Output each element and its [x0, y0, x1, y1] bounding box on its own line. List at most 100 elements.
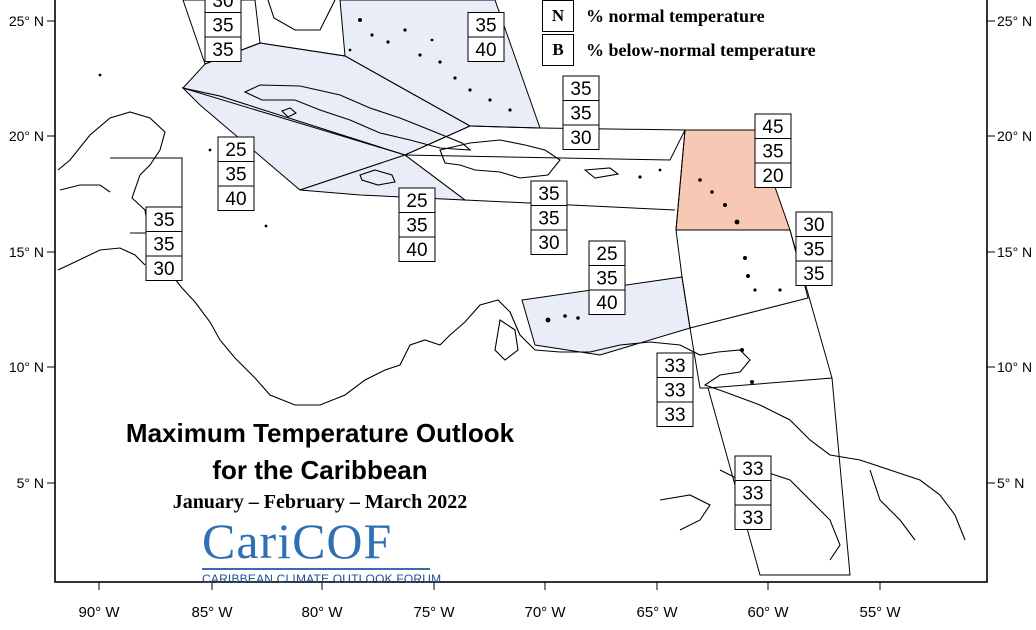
lon-label-70: 70° W [524, 604, 566, 621]
prob-cell [467, 12, 505, 38]
prob-cell [588, 240, 626, 266]
lat-label-20: 20° N [9, 128, 44, 144]
prob-cell [145, 255, 183, 281]
prob-box-trinidad: 33 33 33 [656, 352, 694, 427]
prob-cell [398, 212, 436, 238]
lat-label-10: 10° N [9, 359, 44, 375]
lon-label-60: 60° W [747, 604, 789, 621]
lon-label-85: 85° W [191, 604, 233, 621]
lon-label-90: 90° W [78, 604, 120, 621]
lon-label-65: 65° W [636, 604, 678, 621]
prob-box-belize: 35 35 30 [145, 206, 183, 281]
prob-cell [217, 185, 255, 211]
prob-value: 35 [153, 210, 174, 231]
prob-box-hispaniola-north: 35 35 30 [562, 75, 600, 150]
logo-tagline: CARIBBEAN CLIMATE OUTLOOK FORUM [202, 572, 442, 586]
prob-box-leeward-islands: 45 35 20 [754, 113, 792, 188]
prob-value: 35 [212, 40, 233, 61]
lat-label-15-right: 15° N [997, 244, 1032, 260]
prob-value: 35 [803, 240, 824, 261]
map-frame [54, 0, 988, 583]
prob-box-cuba-west: 25 35 40 [217, 136, 255, 211]
prob-value: 20 [762, 166, 783, 187]
map-title-line1: Maximum Temperature Outlook [125, 418, 515, 448]
legend-row-below: B % below-normal temperature [542, 34, 816, 66]
lat-label-25: 25° N [9, 13, 44, 29]
prob-value: 35 [475, 16, 496, 37]
prob-box-jamaica: 25 35 40 [398, 187, 436, 262]
prob-value: 30 [538, 233, 559, 254]
lat-label-10-right: 10° N [997, 359, 1032, 375]
legend-text-normal: % normal temperature [586, 5, 765, 26]
prob-cell [562, 75, 600, 101]
prob-value: 30 [570, 128, 591, 149]
prob-cell [656, 352, 694, 378]
prob-cell [588, 265, 626, 291]
prob-value: 25 [596, 244, 617, 265]
prob-value: 33 [664, 381, 685, 402]
prob-box-bahamas-north: 30 35 35 [204, 0, 242, 62]
prob-box-windward-islands: 30 35 35 [795, 211, 833, 286]
legend-key-normal: N [542, 0, 574, 32]
prob-value: 40 [596, 293, 617, 314]
lat-label-25-right: 25° N [997, 13, 1032, 29]
prob-value: 45 [762, 117, 783, 138]
prob-box-abc-islands: 25 35 40 [588, 240, 626, 315]
legend-key-below: B [542, 34, 574, 66]
prob-value: 35 [570, 79, 591, 100]
logo-rule [202, 568, 430, 570]
prob-value: 33 [664, 356, 685, 377]
prob-cell [530, 180, 568, 206]
lat-label-5: 5° N [17, 475, 44, 491]
prob-box-hispaniola-south: 35 35 30 [530, 180, 568, 255]
prob-cell [754, 138, 792, 164]
prob-cell [398, 236, 436, 262]
prob-cell [795, 211, 833, 237]
prob-value: 35 [538, 184, 559, 205]
prob-value: 40 [406, 240, 427, 261]
prob-cell [467, 36, 505, 62]
prob-value: 33 [664, 405, 685, 426]
logo-wordmark: CariCOF [202, 513, 393, 569]
prob-cell [204, 12, 242, 38]
prob-value: 33 [742, 484, 763, 505]
prob-cell [754, 113, 792, 139]
prob-value: 35 [225, 165, 246, 186]
prob-value: 25 [225, 140, 246, 161]
prob-value: 30 [803, 215, 824, 236]
lon-label-80: 80° W [301, 604, 343, 621]
prob-cell [562, 100, 600, 126]
legend-text-below: % below-normal temperature [586, 39, 816, 60]
prob-value: 40 [225, 189, 246, 210]
prob-value: 35 [762, 142, 783, 163]
prob-cell [204, 36, 242, 62]
prob-value: 35 [803, 264, 824, 285]
zone-abc-islands [521, 276, 691, 356]
prob-box-guianas: 33 33 33 [734, 455, 772, 530]
prob-cell [398, 187, 436, 213]
lat-label-15: 15° N [9, 244, 44, 260]
prob-value: 33 [742, 459, 763, 480]
prob-cell [656, 377, 694, 403]
lat-label-5-right: 5° N [997, 475, 1024, 491]
lon-ticks [98, 582, 881, 590]
map-title-line2: for the Caribbean [212, 455, 428, 485]
lat-label-20-right: 20° N [997, 128, 1032, 144]
caricof-logo: CariCOF CARIBBEAN CLIMATE OUTLOOK FORUM [202, 516, 441, 586]
prob-value: 25 [406, 191, 427, 212]
small-islands [98, 18, 782, 384]
prob-value: 35 [538, 209, 559, 230]
coastlines [57, 0, 966, 561]
prob-value: 35 [570, 104, 591, 125]
prob-value: 30 [212, 0, 233, 12]
prob-cell [530, 229, 568, 255]
prob-value: 30 [153, 259, 174, 280]
legend-row-normal: N % normal temperature [542, 0, 765, 32]
prob-value: 33 [742, 508, 763, 529]
prob-cell [588, 289, 626, 315]
prob-cell [734, 455, 772, 481]
prob-cell [562, 124, 600, 150]
